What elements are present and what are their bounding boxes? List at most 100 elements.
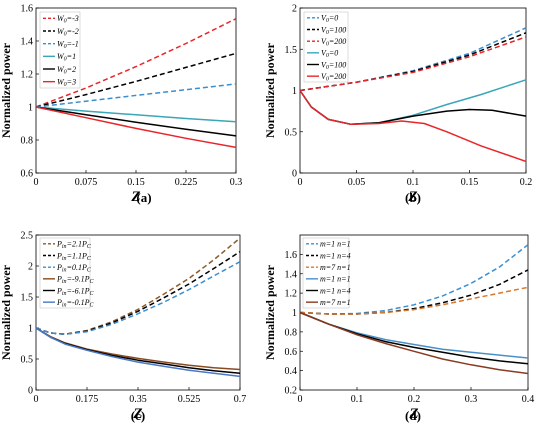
panel-d-legend-entry: m=1 n=4 [320,286,351,295]
panel-b-series-line-3 [299,36,527,92]
panel-a-series-line-1 [35,18,237,108]
panel-a-y-tick-label: 1.2 [21,70,34,81]
panel-a-legend-entry: W0=2 [57,65,76,76]
panel-c-panel-label: (c) [131,408,145,423]
panel-d-x-axis-label: Z [408,406,418,422]
panel-a-x-tick-label: 0.3 [230,177,243,188]
panel-a-series-line-3 [35,83,237,108]
panel-c-y-axis-label: Normalized power [0,264,13,360]
panel-d-series-line-2 [299,269,529,315]
panel-d-legend-entry: m=7 n=1 [320,298,351,307]
panel-b-legend-entry: V0=200 [321,72,346,83]
panel-d-legend-entry: m=1 n=4 [320,251,351,260]
panel-a-y-tick-label: 1.4 [21,37,34,48]
panel-a-chart: 0 0.075 0.15 0.225 0.3 0.6 0.8 1 1.2 1.4 1.6 Z Norma… [0,4,242,206]
panel-b-series-line-1 [299,27,527,92]
panel-d-chart: 0 0.1 0.2 0.3 0.4 0.2 0.4 0.6 0.8 1 1.2 1.4 1.6 Z Norm… [263,234,535,423]
panel-b-x-axis-label: Z [407,189,417,205]
panel-b-series-line-5 [299,90,527,126]
panel-d-y-tick-label: 0.6 [285,347,298,358]
panel-c-x-tick-label: 0.7 [234,394,247,405]
panel-a-y-tick-label: 0.8 [21,136,34,147]
panel-c-x-tick-label: 0.35 [129,394,147,405]
panel-c-series-line-1 [35,237,241,335]
panel-b-x-tick-label: 0.1 [407,177,420,188]
panel-d-panel-label: (d) [405,408,421,423]
panel-d-x-tick-label: 0.3 [465,394,478,405]
panel-b-y-tick-label: 0 [292,169,297,180]
panel-d-y-tick-label: 1.2 [285,289,298,300]
panel-b-y-tick-label: 0.5 [285,127,298,138]
panel-d-y-tick-label: 0.2 [285,386,298,397]
panel-c-x-tick-label: 0.175 [76,394,99,405]
panel-c-legend-box [39,237,91,309]
panel-b-x-tick-label: 0 [298,177,303,188]
panel-a-legend-box [39,11,81,89]
panel-d-y-tick-label: 1.4 [285,269,298,280]
panel-c-y-tick-label: 1 [28,324,33,335]
panel-b-x-tick-label: 0.2 [520,177,533,188]
panel-a-x-tick-label: 0 [34,177,39,188]
panel-a-y-axis-label: Normalized power [0,42,13,138]
panel-a-series-line-4 [35,106,237,123]
panel-c-legend-entry: Pin=-6.1PC [56,286,95,297]
panel-d-y-tick-label: 1.6 [285,250,298,261]
panel-c-x-tick-label: 0 [34,394,39,405]
panel-b-y-tick-label: 2 [292,4,297,15]
panel-c-series-line-4 [35,327,241,371]
panel-c-y-tick-label: 0.5 [21,355,34,366]
panel-d-series-line-1 [299,244,529,315]
panel-b-x-tick-label: 0.05 [348,177,366,188]
panel-b-y-tick-label: 1 [292,86,297,97]
panel-c-y-tick-label: 0 [28,386,33,397]
panel-d-series-line-6 [299,311,529,375]
panel-d-x-tick-label: 0 [298,394,303,405]
panel-b-legend-entry: V0=0 [321,14,338,25]
panel-d-x-tick-label: 0.4 [522,394,535,405]
panel-b-legend-entry: V0=200 [321,37,346,48]
panel-c-y-tick-label: 2 [28,262,33,273]
panel-c-x-axis-label: Z [132,406,142,422]
panel-a-legend-entry: W0=-3 [57,14,79,25]
panel-b-chart: 0 0.05 0.1 0.15 0.2 0 0.5 1 1.5 2 Z Normalized powe… [263,4,532,206]
panel-b-legend-entry: V0=0 [321,49,338,60]
panel-a-panel-label: (a) [136,190,151,205]
panel-b-series-line-4 [299,79,527,126]
panel-c-series-line-6 [35,327,241,378]
panel-a-x-tick-label: 0.225 [175,177,198,188]
panel-b-legend-entry: V0=100 [321,60,346,71]
panel-b-legend-entry: V0=100 [321,25,346,36]
panel-a-x-axis-label: Z [130,189,140,205]
panel-b-x-tick-label: 0.15 [461,177,479,188]
panel-a-y-tick-label: 1.6 [21,4,34,15]
panel-a-y-tick-label: 0.6 [21,169,34,180]
panel-a-series-line-6 [35,106,237,149]
panel-a-y-tick-label: 1 [28,103,33,114]
panel-c-series-line-3 [35,261,241,335]
panel-d-x-tick-label: 0.1 [351,394,364,405]
panel-c-legend-entry: Pin=2.1PC [56,240,92,251]
panel-d-series-line-3 [299,286,529,315]
panel-a-series-line-5 [35,106,237,137]
panel-b-legend-box [303,11,349,83]
panel-c-series-line-2 [35,251,241,335]
panel-c-chart: 0 0.175 0.35 0.525 0.7 0 0.5 1 1.5 2 2.5 Z Normalize… [0,231,246,424]
panel-b-panel-label: (b) [405,190,421,205]
panel-a-legend-entry: W0=-1 [57,39,79,50]
panel-a-legend-entry: W0=-2 [57,27,79,38]
panel-d-legend-entry: m=1 n=1 [320,275,351,284]
panel-c-x-tick-label: 0.525 [178,394,201,405]
panel-d-y-tick-label: 0.4 [285,366,298,377]
panel-d-x-tick-label: 0.2 [408,394,421,405]
panel-b-y-tick-label: 1.5 [285,45,298,56]
panel-a-x-tick-label: 0.15 [127,177,145,188]
panel-a-legend-entry: W0=1 [57,52,76,63]
panel-d-y-tick-label: 0.8 [285,327,298,338]
panel-d-y-tick-label: 1 [292,308,297,319]
panel-b-series-line-2 [299,32,527,92]
panel-c-legend-entry: Pin=-0.1PC [56,298,95,309]
panel-a-legend-entry: W0=3 [57,77,76,88]
panel-b-y-axis-label: Normalized power [263,42,277,138]
panel-c-legend-entry: Pin=1.1PC [56,251,92,262]
panel-d-y-axis-label: Normalized power [263,264,277,360]
